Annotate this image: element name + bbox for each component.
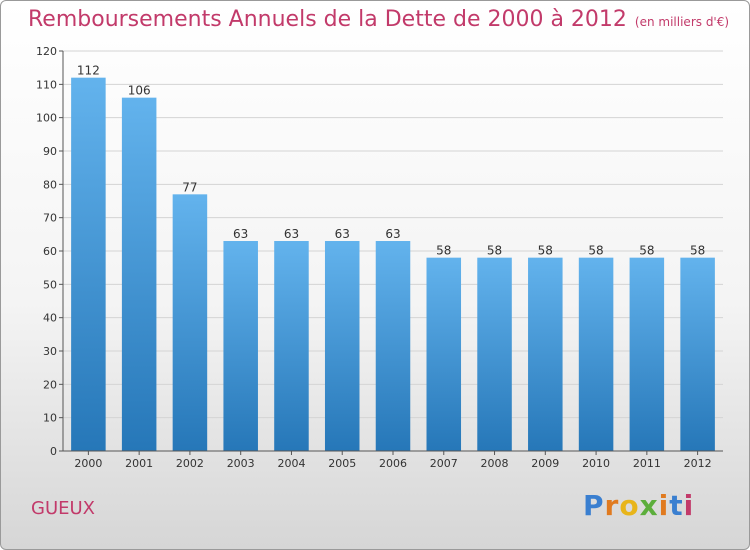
data-label: 112: [77, 64, 100, 78]
y-tick-label: 20: [43, 378, 57, 391]
axes: 0 10 20 30 40 50 60 70 80 90 100 110 120 2000 2001 2002…: [36, 45, 723, 470]
x-tick-label: 2001: [125, 457, 153, 470]
logo-letter: r: [604, 489, 620, 522]
bar: [121, 97, 157, 452]
bar: [375, 241, 411, 451]
data-label: 58: [639, 244, 654, 258]
bar: [680, 257, 715, 451]
y-tick-label: 10: [43, 412, 57, 425]
x-tick-label: 2005: [328, 457, 356, 470]
bar: [578, 257, 614, 451]
bar: [223, 241, 258, 451]
bar: [324, 241, 360, 451]
bar: [477, 257, 512, 451]
logo-letter: t: [669, 489, 684, 522]
data-label: 58: [436, 244, 451, 258]
x-tick-label: 2000: [74, 457, 102, 470]
x-tick-label: 2007: [430, 457, 458, 470]
data-label: 63: [385, 227, 400, 241]
x-tick-label: 2006: [379, 457, 407, 470]
y-tick-label: 70: [43, 212, 57, 225]
y-tick-label: 60: [43, 245, 57, 258]
chart-title: Remboursements Annuels de la Dette de 20…: [28, 7, 729, 32]
y-tick-label: 40: [43, 312, 57, 325]
x-tick-label: 2009: [531, 457, 559, 470]
chart-title-text: Remboursements Annuels de la Dette de 20…: [28, 7, 627, 32]
data-label: 63: [284, 227, 299, 241]
x-tick-label: 2012: [684, 457, 712, 470]
data-label: 58: [588, 244, 603, 258]
bar: [629, 257, 665, 451]
data-label: 58: [538, 244, 553, 258]
x-tick-label: 2003: [227, 457, 255, 470]
commune-name: GUEUX: [31, 498, 96, 519]
y-tick-label: 50: [43, 278, 57, 291]
y-tick-label: 90: [43, 145, 57, 158]
bars: 112 106 77 63 63 63 63 58 58 58 58 58 58: [71, 64, 715, 452]
y-tick-label: 0: [50, 445, 57, 458]
bar: [426, 257, 462, 451]
chart-subtitle: (en milliers d'€): [634, 15, 730, 29]
logo-letter: o: [619, 489, 640, 522]
data-label: 63: [335, 227, 350, 241]
proxiti-logo[interactable]: Proxiti: [583, 489, 694, 522]
data-label: 58: [487, 244, 502, 258]
y-tick-label: 30: [43, 345, 57, 358]
y-tick-label: 120: [36, 45, 57, 58]
x-tick-label: 2011: [633, 457, 661, 470]
y-tick-label: 110: [36, 78, 57, 91]
x-tick-label: 2002: [176, 457, 204, 470]
bar: [172, 194, 208, 452]
y-tick-label: 100: [36, 112, 57, 125]
data-label: 106: [128, 84, 151, 98]
x-tick-label: 2004: [277, 457, 305, 470]
data-label: 63: [233, 227, 248, 241]
bar: [274, 241, 309, 451]
logo-letter: i: [658, 489, 670, 522]
bar: [528, 257, 563, 451]
y-tick-label: 80: [43, 178, 57, 191]
x-tick-label: 2008: [481, 457, 509, 470]
logo-letter: P: [583, 489, 605, 522]
bar: [71, 77, 106, 452]
logo-letter: i: [683, 489, 695, 522]
data-label: 77: [182, 180, 197, 194]
data-label: 58: [690, 244, 705, 258]
x-tick-label: 2010: [582, 457, 610, 470]
logo-letter: x: [639, 489, 659, 522]
